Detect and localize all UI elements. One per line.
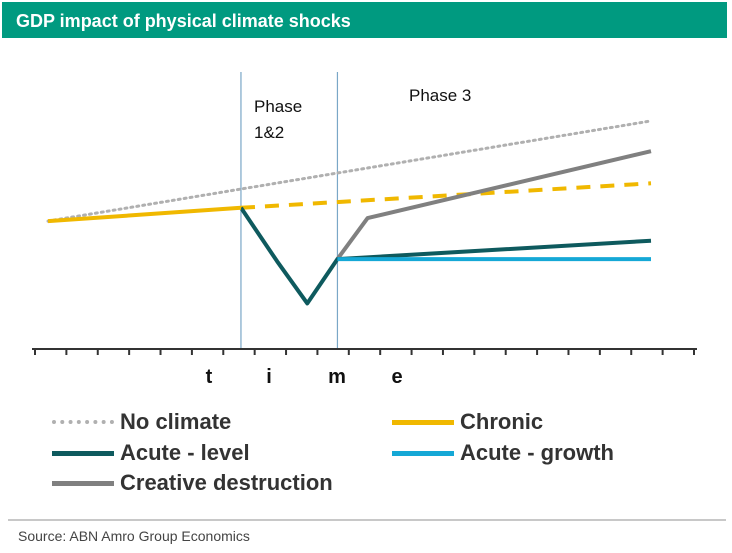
chart-title: GDP impact of physical climate shocks bbox=[16, 11, 351, 31]
x-axis-label-letter: i bbox=[266, 366, 272, 388]
title-bar: GDP impact of physical climate shocks bbox=[2, 2, 727, 38]
footer-divider bbox=[8, 519, 726, 521]
x-axis-label-letter: m bbox=[328, 366, 346, 388]
series-line-chronic-continued bbox=[240, 181, 652, 210]
series-line-no-climate bbox=[46, 119, 653, 223]
source-note: Source: ABN Amro Group Economics bbox=[18, 528, 250, 544]
x-axis-label-letter: t bbox=[206, 366, 213, 388]
phase-label-phase-1-2: Phase 1&2 bbox=[254, 97, 302, 142]
series-line-chronic bbox=[47, 205, 242, 224]
x-axis-label-letter: e bbox=[391, 366, 402, 388]
series-line-acute-level bbox=[239, 206, 652, 306]
phase-label-phase-3: Phase 3 bbox=[409, 86, 471, 105]
series-line-creative-destruction bbox=[335, 149, 652, 261]
